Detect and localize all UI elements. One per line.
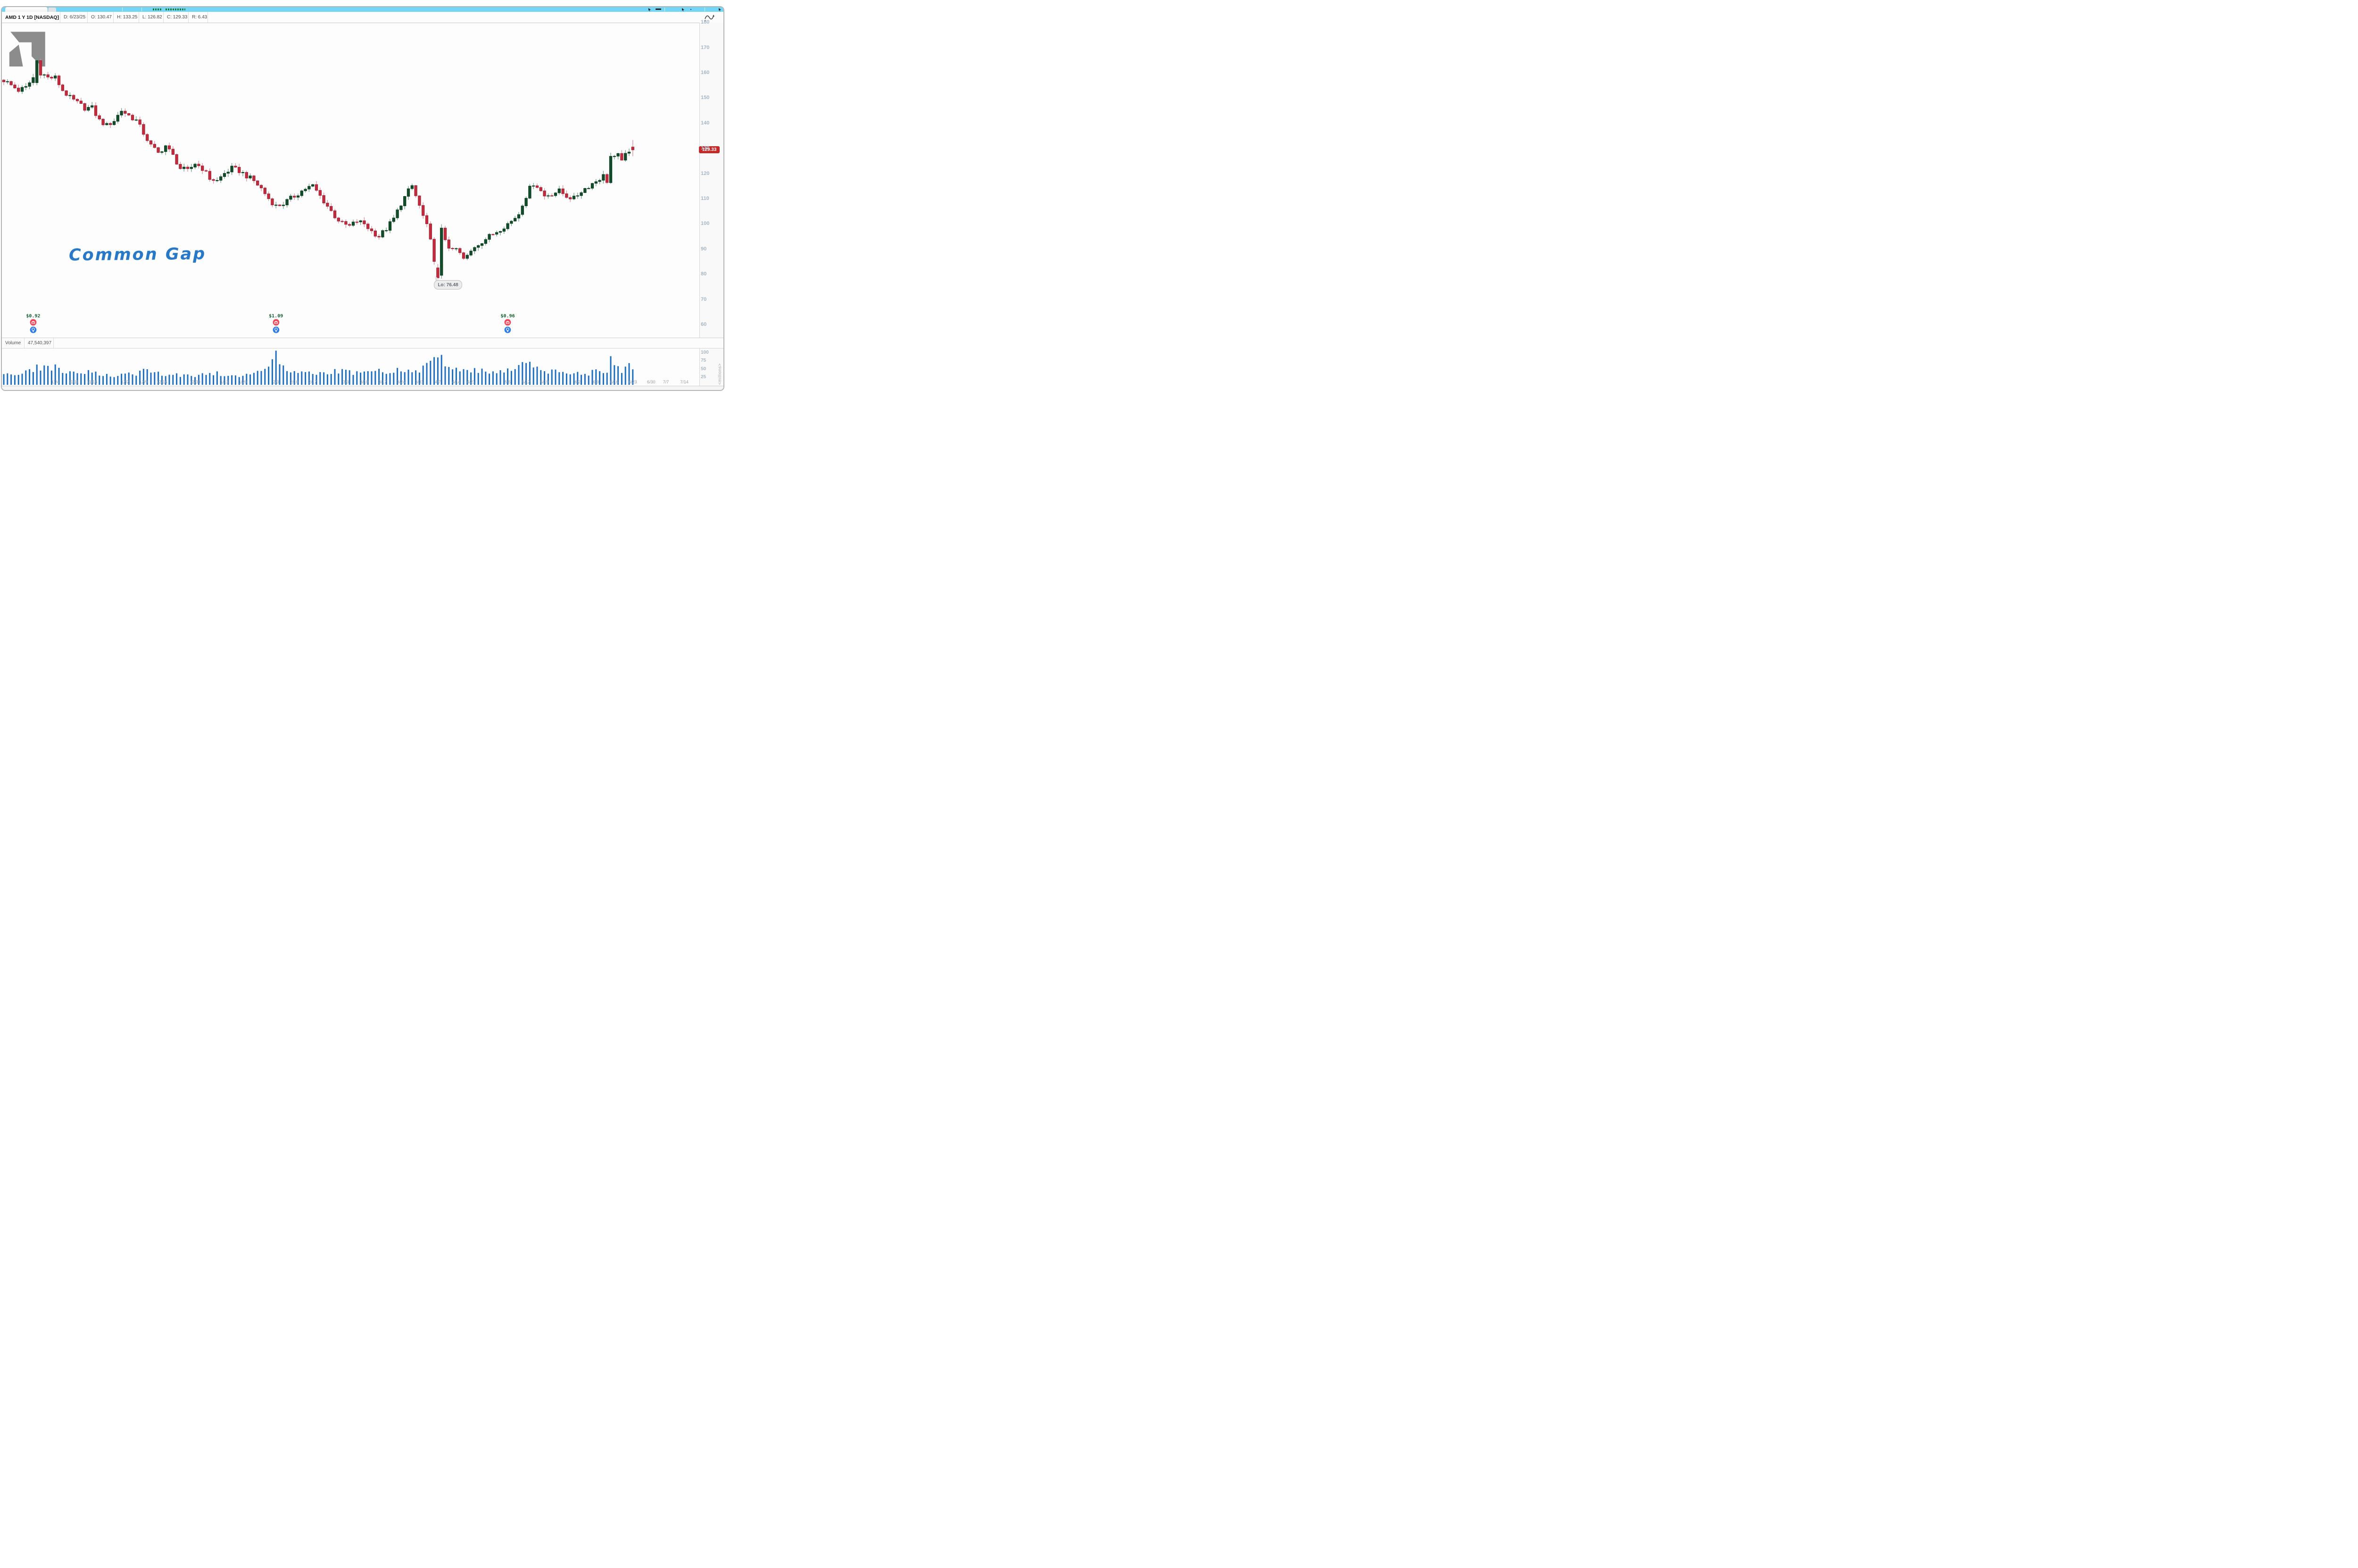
low-tooltip-tail (436, 276, 440, 281)
price-tick-170: 170 (701, 44, 710, 50)
price-tick-80: 80 (701, 271, 707, 277)
insight-icon[interactable] (273, 326, 280, 333)
earnings-icon[interactable] (30, 319, 37, 326)
price-tick-130: 130 (701, 145, 710, 151)
earnings-icon[interactable] (273, 319, 280, 326)
date-label-12-9: 12/9 (139, 380, 148, 384)
event-marker[interactable]: $0.92 (26, 314, 40, 333)
date-label-5-12: 5/12 (522, 380, 531, 384)
price-tick-120: 120 (701, 170, 710, 176)
date-label-3-10: 3/10 (360, 380, 369, 384)
date-label-3-24: 3/24 (397, 380, 406, 384)
date-label-3-3: 3/3 (343, 380, 349, 384)
insight-icon[interactable] (30, 326, 37, 333)
date-label-11-11: 11/11 (68, 380, 79, 384)
date-label-2-10: 2/10 (290, 380, 299, 384)
event-amount-label: $0.92 (26, 314, 41, 319)
date-label-1-20: 1/20 (239, 380, 247, 384)
volume-unit-label: <millions> (717, 363, 722, 385)
date-label-7-14: 7/14 (680, 380, 689, 384)
date-label-2-17: 2/17 (308, 380, 317, 384)
date-label-5-19: 5/19 (540, 380, 549, 384)
chart-canvas[interactable] (0, 0, 728, 392)
date-label-7-7: 7/7 (663, 380, 669, 384)
event-marker[interactable]: $0.96 (501, 314, 515, 333)
date-label-4-21: 4/21 (466, 380, 475, 384)
date-label-4-14: 4/14 (452, 380, 461, 384)
gap-annotation[interactable]: Common Gap (68, 244, 207, 265)
volume-tick-75: 75 (701, 358, 706, 364)
price-tick-110: 110 (701, 196, 709, 202)
volume-tick-25: 25 (701, 374, 706, 380)
low-price-tooltip: Lo: 76.48 (434, 280, 462, 290)
date-label-2-3: 2/3 (273, 380, 279, 384)
insight-icon[interactable] (504, 326, 511, 333)
date-label-12-2: 12/2 (121, 380, 130, 384)
price-tick-70: 70 (701, 296, 707, 302)
earnings-icon[interactable] (504, 319, 511, 326)
price-tick-150: 150 (701, 95, 710, 101)
price-tick-90: 90 (701, 246, 707, 252)
last-price-badge: 129.33 (699, 146, 720, 154)
date-label-6-9: 6/9 (593, 380, 599, 384)
date-label-6-30: 6/30 (647, 380, 656, 384)
date-label-6-23: 6/23 (629, 380, 637, 384)
price-tick-140: 140 (701, 120, 710, 126)
date-label-1-13: 1/13 (220, 380, 229, 384)
date-label-11-4: 11/4 (51, 380, 59, 384)
price-tick-100: 100 (701, 221, 710, 227)
price-tick-160: 160 (701, 70, 710, 76)
date-label-3-17: 3/17 (378, 380, 387, 384)
date-label-6-16: 6/16 (610, 380, 619, 384)
event-marker[interactable]: $1.09 (269, 314, 283, 333)
date-label-3-31: 3/31 (415, 380, 424, 384)
volume-tick-100: 100 (701, 350, 709, 355)
date-label-12-16: 12/16 (157, 380, 167, 384)
event-amount-label: $0.96 (500, 314, 515, 319)
price-tick-60: 60 (701, 322, 707, 328)
date-label-5-5: 5/5 (505, 380, 511, 384)
date-label-11-18: 11/18 (87, 380, 98, 384)
date-label-4-7: 4/7 (435, 380, 441, 384)
date-label-12-30: 12/30 (190, 380, 200, 384)
price-tick-180: 180 (701, 19, 710, 25)
volume-tick-50: 50 (701, 366, 706, 372)
event-amount-label: $1.09 (269, 314, 283, 319)
date-label-6-2: 6/2 (574, 380, 581, 384)
